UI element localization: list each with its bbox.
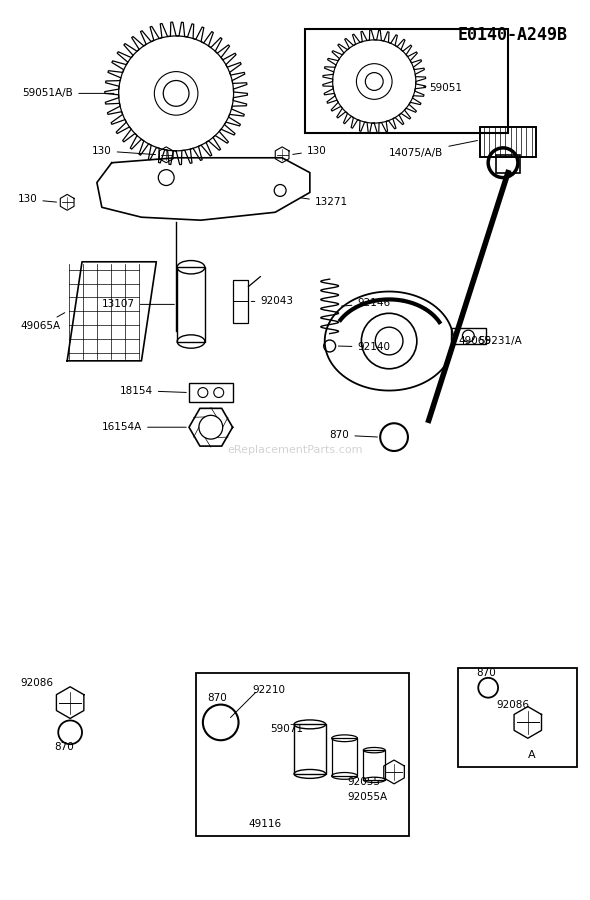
Bar <box>458 668 578 767</box>
Text: 14075/A/B: 14075/A/B <box>389 140 477 158</box>
Text: 870: 870 <box>476 668 496 678</box>
Text: 130: 130 <box>293 146 327 156</box>
Text: 59051: 59051 <box>424 84 462 94</box>
Bar <box>480 127 536 157</box>
Text: 130: 130 <box>92 146 156 156</box>
Text: eReplacementParts.com: eReplacementParts.com <box>227 445 363 455</box>
Bar <box>232 280 248 323</box>
Bar <box>332 738 358 776</box>
Bar <box>496 155 520 173</box>
Text: 92043: 92043 <box>251 296 293 306</box>
Text: 16154A: 16154A <box>102 422 186 432</box>
Bar <box>305 29 508 133</box>
Text: 59071: 59071 <box>270 724 303 734</box>
Bar <box>451 328 486 344</box>
Text: 13107: 13107 <box>102 300 174 310</box>
Text: 18154: 18154 <box>120 385 186 396</box>
Text: A: A <box>528 750 535 760</box>
Text: 92086: 92086 <box>496 699 529 709</box>
Bar <box>196 673 409 836</box>
Bar <box>189 382 232 402</box>
Text: 49116: 49116 <box>248 819 281 830</box>
Text: 49065: 49065 <box>454 336 491 346</box>
Text: 92146: 92146 <box>342 299 391 309</box>
Text: E0140-A249B: E0140-A249B <box>457 26 568 44</box>
Text: 870: 870 <box>330 430 378 440</box>
Text: 130: 130 <box>18 194 57 204</box>
Text: 92055A: 92055A <box>348 792 388 802</box>
Text: 92055: 92055 <box>348 777 381 787</box>
Bar <box>480 127 536 157</box>
Text: 49065A: 49065A <box>21 312 65 331</box>
Text: 870: 870 <box>207 693 227 703</box>
Bar <box>363 750 385 780</box>
Bar <box>294 724 326 774</box>
Text: 59231/A: 59231/A <box>478 336 522 346</box>
Text: 59051A/B: 59051A/B <box>22 88 114 98</box>
Text: 92086: 92086 <box>21 678 54 688</box>
Text: 13271: 13271 <box>301 197 348 207</box>
Text: 92140: 92140 <box>339 342 391 352</box>
Text: 870: 870 <box>54 742 74 752</box>
Text: 92210: 92210 <box>253 685 286 695</box>
Bar <box>177 267 205 341</box>
